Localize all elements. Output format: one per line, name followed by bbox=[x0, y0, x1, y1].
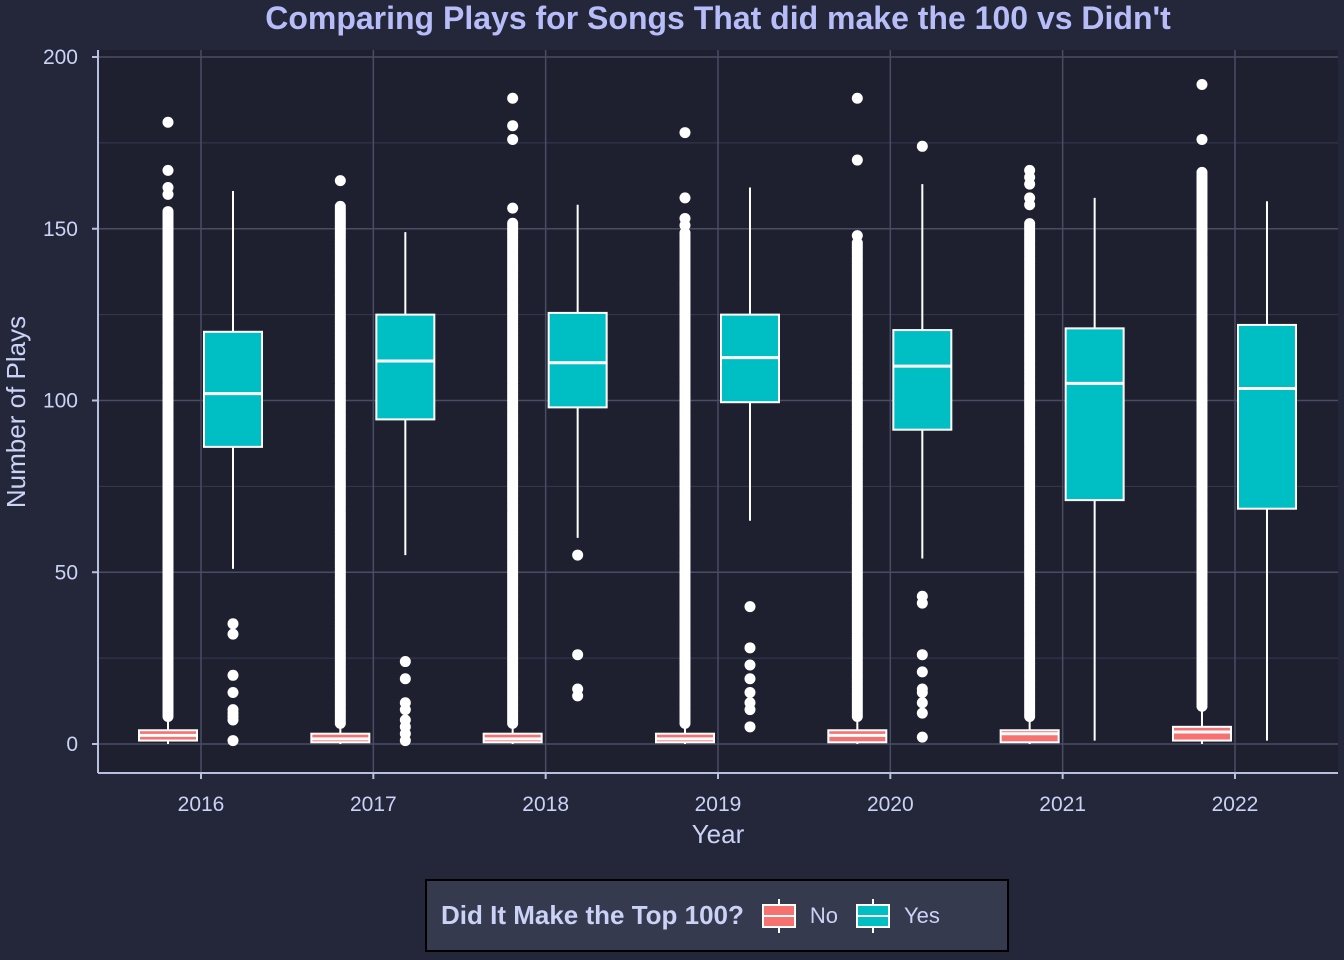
outlier-point bbox=[916, 697, 928, 709]
outlier-point bbox=[851, 154, 863, 166]
outlier-point bbox=[399, 697, 411, 709]
iqr-box bbox=[999, 729, 1060, 744]
box-no-2021 bbox=[999, 164, 1060, 744]
y-tick-label: 0 bbox=[66, 733, 78, 756]
outlier-point bbox=[507, 120, 519, 132]
outlier-point bbox=[507, 92, 519, 104]
outlier-point bbox=[1024, 164, 1036, 176]
outlier-point bbox=[507, 202, 519, 214]
outlier-point bbox=[851, 92, 863, 104]
legend-key-yes bbox=[856, 898, 891, 933]
outlier-point bbox=[572, 549, 584, 561]
box-yes-2020 bbox=[892, 140, 953, 743]
outlier-point bbox=[1196, 166, 1208, 178]
y-tick-label: 150 bbox=[43, 218, 78, 241]
x-tick-label: 2022 bbox=[1212, 793, 1259, 816]
outlier-point bbox=[399, 714, 411, 726]
iqr-box bbox=[1236, 323, 1297, 510]
y-tick-label: 50 bbox=[55, 561, 78, 584]
box-yes-2021 bbox=[1064, 197, 1125, 741]
x-tick-label: 2017 bbox=[350, 793, 397, 816]
chart-title: Comparing Plays for Songs That did make … bbox=[265, 0, 1171, 36]
iqr-box bbox=[1171, 725, 1232, 742]
outlier-point bbox=[507, 133, 519, 145]
outlier-point bbox=[744, 721, 756, 733]
outlier-point bbox=[227, 735, 239, 747]
outlier-point bbox=[744, 659, 756, 671]
outlier-point bbox=[744, 601, 756, 613]
outlier-point bbox=[679, 127, 691, 139]
outlier-point bbox=[507, 217, 519, 229]
iqr-box bbox=[375, 313, 436, 421]
iqr-box bbox=[892, 329, 953, 431]
outlier-point bbox=[399, 656, 411, 668]
outlier-point bbox=[334, 175, 346, 187]
box-yes-2018 bbox=[547, 204, 608, 702]
outlier-point bbox=[679, 192, 691, 204]
box-yes-2022 bbox=[1236, 201, 1297, 741]
outlier-point bbox=[916, 707, 928, 719]
iqr-box bbox=[547, 311, 608, 409]
iqr-box bbox=[1064, 327, 1125, 502]
x-tick-label: 2018 bbox=[522, 793, 569, 816]
box-yes-2016 bbox=[203, 190, 263, 747]
outlier-point bbox=[1196, 78, 1208, 90]
legend-label-no: No bbox=[809, 902, 839, 928]
outlier-point bbox=[744, 673, 756, 685]
outlier-point bbox=[572, 683, 584, 695]
legend: Did It Make the Top 100? No Yes bbox=[425, 879, 1009, 952]
box-no-2022 bbox=[1171, 78, 1232, 744]
x-tick-label: 2019 bbox=[695, 793, 742, 816]
x-tick-label: 2016 bbox=[178, 793, 225, 816]
box-yes-2017 bbox=[375, 232, 436, 747]
outlier-point bbox=[679, 227, 691, 239]
box-no-2016 bbox=[138, 116, 198, 744]
y-tick-label: 100 bbox=[43, 390, 78, 413]
legend-key-no bbox=[761, 898, 796, 933]
outlier-point bbox=[227, 669, 239, 681]
outlier-point bbox=[162, 206, 174, 218]
outlier-point bbox=[744, 642, 756, 654]
box-no-2017 bbox=[310, 175, 371, 744]
outlier-point bbox=[851, 230, 863, 242]
legend-label-yes: Yes bbox=[904, 902, 940, 928]
outlier-point bbox=[1024, 218, 1036, 230]
outlier-point bbox=[1024, 192, 1036, 204]
outlier-point bbox=[916, 683, 928, 695]
outlier-point bbox=[916, 666, 928, 678]
box-yes-2019 bbox=[719, 187, 780, 733]
outlier-point bbox=[399, 673, 411, 685]
x-axis-label: Year bbox=[692, 819, 745, 849]
outlier-point bbox=[227, 628, 239, 640]
y-tick-label: 200 bbox=[43, 46, 78, 69]
box-no-2020 bbox=[827, 92, 888, 744]
outlier-point bbox=[572, 649, 584, 661]
x-tick-label: 2020 bbox=[867, 793, 914, 816]
outlier-point bbox=[916, 731, 928, 743]
iqr-box bbox=[203, 330, 263, 448]
outlier-point bbox=[334, 200, 346, 212]
box-no-2018 bbox=[482, 92, 543, 744]
outlier-point bbox=[679, 212, 691, 224]
x-tick-label: 2021 bbox=[1039, 793, 1086, 816]
outlier-point bbox=[227, 686, 239, 698]
outlier-point bbox=[916, 590, 928, 602]
box-no-2019 bbox=[654, 127, 715, 744]
outlier-point bbox=[916, 649, 928, 661]
legend-title: Did It Make the Top 100? bbox=[441, 900, 744, 930]
outlier-point bbox=[227, 704, 239, 716]
outlier-point bbox=[916, 140, 928, 152]
outlier-point bbox=[744, 697, 756, 709]
outlier-point bbox=[227, 618, 239, 630]
outlier-point bbox=[162, 182, 174, 194]
outlier-point bbox=[162, 116, 174, 128]
boxplot-chart: 2016 2017 2018 2019 2020 2021 2022 0 50 100 150 200… bbox=[1, 46, 1338, 849]
outlier-point bbox=[1196, 133, 1208, 145]
outlier-point bbox=[162, 164, 174, 176]
y-axis-label: Number of Plays bbox=[1, 316, 31, 508]
outlier-point bbox=[744, 686, 756, 698]
